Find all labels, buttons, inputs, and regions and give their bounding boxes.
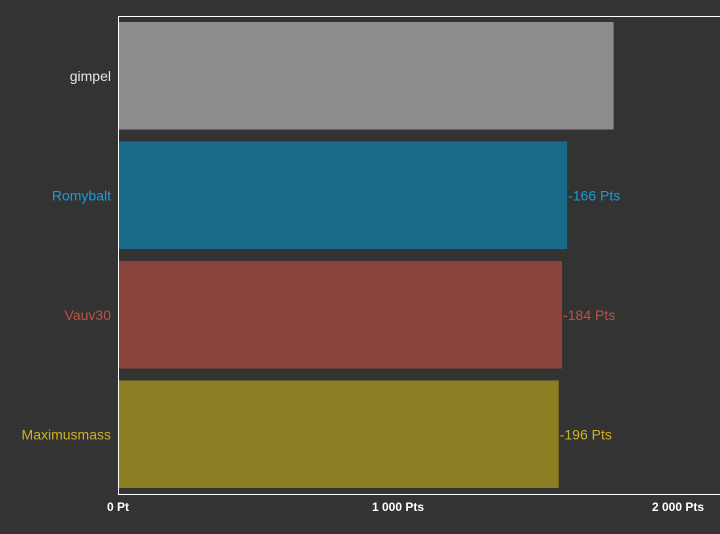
data-label-vauv30: -184 Pts <box>563 307 615 323</box>
x-tick-label: 1 000 Pts <box>372 500 424 514</box>
category-labels: gimpel Romybalt Vauv30 Maximusmass <box>22 68 112 443</box>
x-tick-label: 2 000 Pts <box>652 500 704 514</box>
category-label-vauv30: Vauv30 <box>65 307 112 323</box>
bars-group <box>119 21 614 489</box>
data-labels: -166 Pts -184 Pts -196 Pts <box>560 187 621 442</box>
category-label-romybalt: Romybalt <box>52 187 111 203</box>
bar-romybalt <box>119 141 568 250</box>
x-axis-ticks: 0 Pt 1 000 Pts 2 000 Pts <box>107 500 704 514</box>
bar-gimpel <box>119 21 614 130</box>
x-tick-label: 0 Pt <box>107 500 129 514</box>
bar-maximusmass <box>119 380 559 489</box>
data-label-romybalt: -166 Pts <box>568 187 620 203</box>
category-label-maximusmass: Maximusmass <box>22 426 111 442</box>
category-label-gimpel: gimpel <box>70 68 111 84</box>
bar-vauv30 <box>119 260 563 369</box>
data-label-maximusmass: -196 Pts <box>560 426 612 442</box>
